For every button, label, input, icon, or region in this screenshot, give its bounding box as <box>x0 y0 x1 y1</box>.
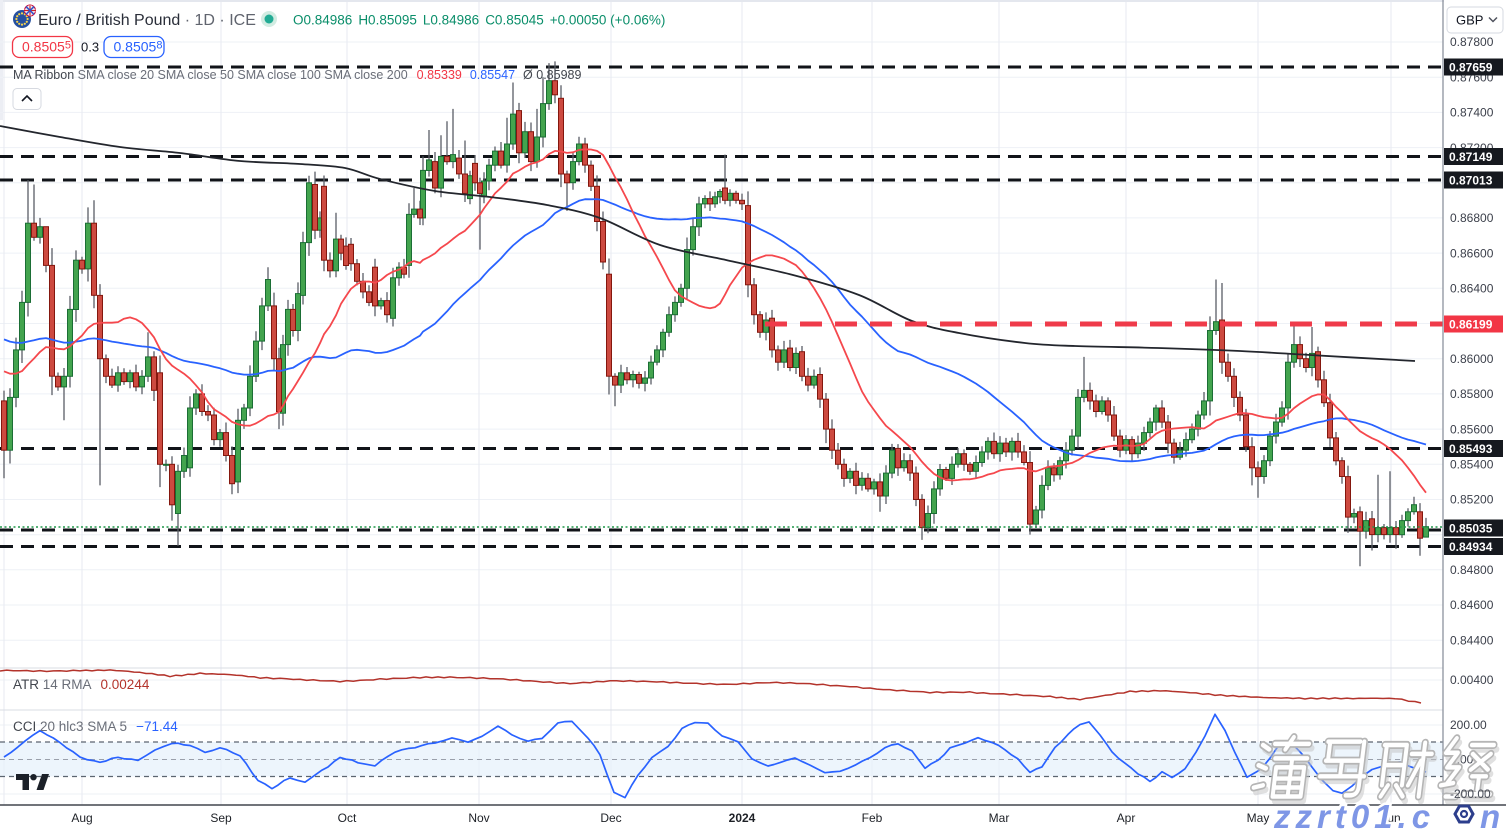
svg-text:200.00: 200.00 <box>1450 718 1487 732</box>
svg-text:0.86600: 0.86600 <box>1450 246 1494 260</box>
svg-text:May: May <box>1247 811 1270 825</box>
svg-text:0.87013: 0.87013 <box>1449 173 1493 187</box>
svg-text:0.00400: 0.00400 <box>1450 673 1494 687</box>
svg-text:Dec: Dec <box>600 811 621 825</box>
svg-text:Mar: Mar <box>989 811 1010 825</box>
svg-text:MA Ribbon SMA close 20 SMA clo: MA Ribbon SMA close 20 SMA close 50 SMA … <box>13 68 581 82</box>
svg-text:0.85035: 0.85035 <box>1449 521 1493 535</box>
svg-text:0.85055: 0.85055 <box>22 39 71 55</box>
svg-text:0.84600: 0.84600 <box>1450 598 1494 612</box>
svg-text:CCI 20 hlc3 SMA 5−71.44: CCI 20 hlc3 SMA 5 −71.44 <box>13 719 178 734</box>
svg-text:Sep: Sep <box>210 811 232 825</box>
svg-text:Jun: Jun <box>1381 811 1400 825</box>
svg-text:2024: 2024 <box>729 811 756 825</box>
svg-text:zzrt01.c: zzrt01.c <box>1273 798 1435 833</box>
svg-text:0.86000: 0.86000 <box>1450 352 1494 366</box>
svg-text:0.84934: 0.84934 <box>1449 540 1493 554</box>
svg-text:0.85800: 0.85800 <box>1450 387 1494 401</box>
svg-text:0.3: 0.3 <box>81 40 99 55</box>
svg-text:GBP: GBP <box>1456 13 1483 28</box>
svg-text:zzrt01.c: zzrt01.c <box>1273 798 1435 833</box>
svg-text:0.86800: 0.86800 <box>1450 211 1494 225</box>
svg-text:0.85058: 0.85058 <box>114 39 163 55</box>
svg-text:Euro / British Pound · 1D · IC: Euro / British Pound · 1D · ICE <box>38 12 256 29</box>
svg-text:Apr: Apr <box>1117 811 1136 825</box>
svg-text:Oct: Oct <box>338 811 357 825</box>
svg-text:Aug: Aug <box>71 811 92 825</box>
svg-text:0.86400: 0.86400 <box>1450 282 1494 296</box>
svg-text:-200.00: -200.00 <box>1450 787 1491 801</box>
svg-text:Nov: Nov <box>468 811 489 825</box>
svg-text:0.87400: 0.87400 <box>1450 106 1494 120</box>
svg-text:0.87149: 0.87149 <box>1449 150 1493 164</box>
svg-text:0.86199: 0.86199 <box>1449 317 1493 331</box>
svg-text:0.85600: 0.85600 <box>1450 422 1494 436</box>
svg-text:n: n <box>1480 798 1500 833</box>
svg-text:Feb: Feb <box>862 811 883 825</box>
svg-text:0.85200: 0.85200 <box>1450 493 1494 507</box>
svg-text:0.85400: 0.85400 <box>1450 458 1494 472</box>
svg-text:0.87659: 0.87659 <box>1449 60 1493 74</box>
svg-text:0.87800: 0.87800 <box>1450 35 1494 49</box>
svg-text:0.84800: 0.84800 <box>1450 563 1494 577</box>
svg-text:0.85493: 0.85493 <box>1449 442 1493 456</box>
svg-text:n: n <box>1480 798 1500 833</box>
svg-text:0.84400: 0.84400 <box>1450 633 1494 647</box>
